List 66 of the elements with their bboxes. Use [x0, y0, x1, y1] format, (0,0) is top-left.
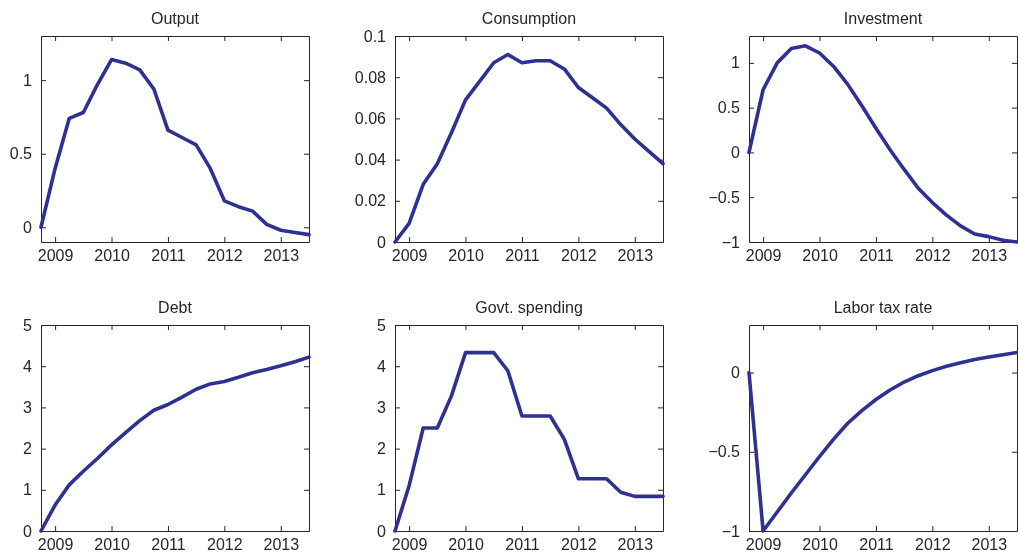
y-tick-label: 5 — [23, 316, 33, 334]
y-tick-label: −0.5 — [708, 188, 741, 206]
x-tick-label: 2012 — [207, 536, 243, 554]
y-tick-label: 0.1 — [363, 27, 387, 45]
x-tick-label: 2011 — [505, 536, 540, 554]
line-series — [39, 57, 311, 237]
y-tick-label: 1 — [731, 54, 741, 72]
x-tick-label: 2013 — [617, 536, 654, 554]
y-tick-label: 0 — [23, 522, 33, 540]
x-tick-label: 2013 — [617, 247, 654, 265]
x-tick-label: 2010 — [448, 247, 484, 265]
chart-title: Labor tax rate — [833, 299, 933, 316]
y-tick-label: 0.06 — [354, 110, 387, 128]
chart-title: Investment — [843, 10, 923, 27]
x-tick-label: 2011 — [151, 536, 186, 554]
x-tick-label: 2012 — [561, 247, 597, 265]
y-tick-label: 0 — [731, 364, 741, 382]
y-tick-label: 2 — [377, 440, 387, 458]
y-tick-label: 0.08 — [354, 68, 387, 86]
x-tick-label: 2010 — [94, 536, 130, 554]
x-tick-label: 2011 — [505, 247, 540, 265]
chart-title: Output — [150, 10, 200, 27]
y-tick-label: −1 — [721, 233, 741, 251]
y-tick-label: 0 — [377, 233, 387, 251]
y-tick-label: 3 — [377, 399, 387, 417]
y-tick-label: 1 — [377, 481, 387, 499]
y-tick-label: 3 — [23, 399, 33, 417]
y-tick-label: 0 — [731, 144, 741, 162]
x-tick-label: 2010 — [802, 536, 838, 554]
y-tick-label: 0.04 — [354, 151, 387, 169]
y-tick-label: −1 — [721, 522, 741, 540]
y-tick-label: 0 — [23, 218, 33, 236]
x-tick-label: 2011 — [859, 247, 894, 265]
y-tick-label: 1 — [23, 481, 33, 499]
y-tick-label: 4 — [23, 357, 33, 375]
x-tick-label: 2012 — [207, 247, 243, 265]
x-tick-label: 2012 — [561, 536, 597, 554]
y-tick-label: 0 — [377, 522, 387, 540]
y-tick-label: −0.5 — [708, 443, 741, 461]
chart-title: Consumption — [481, 10, 577, 27]
chart-title: Debt — [158, 299, 193, 316]
y-tick-label: 0.02 — [354, 192, 387, 210]
x-tick-label: 2011 — [859, 536, 894, 554]
x-tick-label: 2013 — [263, 536, 300, 554]
x-tick-label: 2010 — [448, 536, 484, 554]
y-tick-label: 4 — [377, 357, 387, 375]
x-tick-label: 2012 — [915, 247, 951, 265]
y-tick-label: 1 — [23, 71, 33, 89]
y-tick-label: 2 — [23, 440, 33, 458]
x-tick-label: 2009 — [745, 247, 782, 265]
x-tick-label: 2013 — [971, 536, 1008, 554]
x-tick-label: 2009 — [745, 536, 782, 554]
y-tick-label: 5 — [377, 316, 387, 334]
x-tick-label: 2012 — [915, 536, 951, 554]
chart-title: Govt. spending — [475, 299, 583, 316]
x-tick-label: 2013 — [263, 247, 300, 265]
x-tick-label: 2009 — [37, 536, 74, 554]
x-tick-label: 2009 — [391, 536, 428, 554]
x-tick-label: 2013 — [971, 247, 1008, 265]
x-tick-label: 2010 — [802, 247, 838, 265]
x-tick-label: 2011 — [151, 247, 186, 265]
y-tick-label: 0.5 — [9, 145, 33, 163]
x-tick-label: 2010 — [94, 247, 130, 265]
x-tick-label: 2009 — [391, 247, 428, 265]
x-tick-label: 2009 — [37, 247, 74, 265]
y-tick-label: 0.5 — [717, 99, 741, 117]
